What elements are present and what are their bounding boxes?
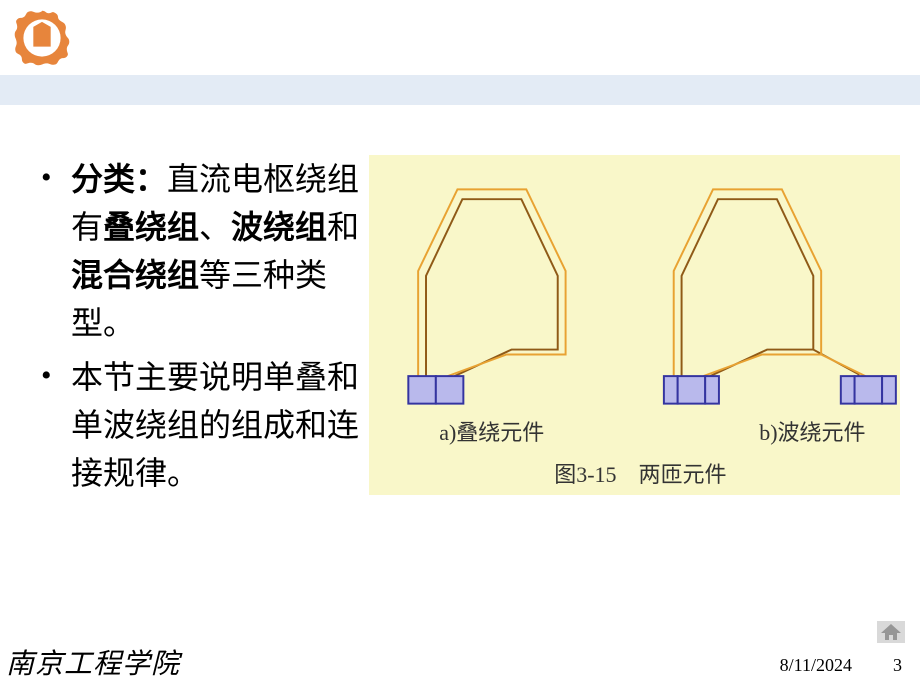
header-accent-band xyxy=(0,75,920,105)
bullet-item-1: 分类：直流电枢绕组有叠绕组、波绕组和混合绕组等三种类型。 xyxy=(35,155,369,347)
figure-3-15: a)叠绕元件 b)波绕元件 图3-15 两匝元件 xyxy=(369,155,900,495)
bullet-1-label: 分类： xyxy=(71,161,167,197)
figure-label-b: b)波绕元件 xyxy=(759,415,865,447)
slide-header xyxy=(0,0,920,75)
bullet-1-d1: 、 xyxy=(199,209,231,245)
bullet-item-2: 本节主要说明单叠和单波绕组的组成和连接规律。 xyxy=(35,353,369,497)
slide-body: 分类：直流电枢绕组有叠绕组、波绕组和混合绕组等三种类型。 本节主要说明单叠和单波… xyxy=(35,155,900,503)
figure-label-a: a)叠绕元件 xyxy=(439,415,544,447)
bullet-1-s1: 叠绕组 xyxy=(103,209,199,245)
home-icon[interactable] xyxy=(877,621,905,648)
bullet-1-s2: 波绕组 xyxy=(231,209,327,245)
slide-number: 3 xyxy=(893,655,902,676)
university-name: 南京工程学院 xyxy=(6,642,180,682)
figure-caption: 图3-15 两匝元件 xyxy=(554,457,726,489)
bullet-1-s3: 混合绕组 xyxy=(71,257,199,293)
university-logo xyxy=(8,4,76,72)
slide-date: 8/11/2024 xyxy=(780,655,852,676)
bullet-list: 分类：直流电枢绕组有叠绕组、波绕组和混合绕组等三种类型。 本节主要说明单叠和单波… xyxy=(35,155,369,497)
slide-footer: 南京工程学院 8/11/2024 3 xyxy=(0,642,920,690)
bullet-1-t2: 和 xyxy=(327,209,359,245)
text-column: 分类：直流电枢绕组有叠绕组、波绕组和混合绕组等三种类型。 本节主要说明单叠和单波… xyxy=(35,155,369,503)
